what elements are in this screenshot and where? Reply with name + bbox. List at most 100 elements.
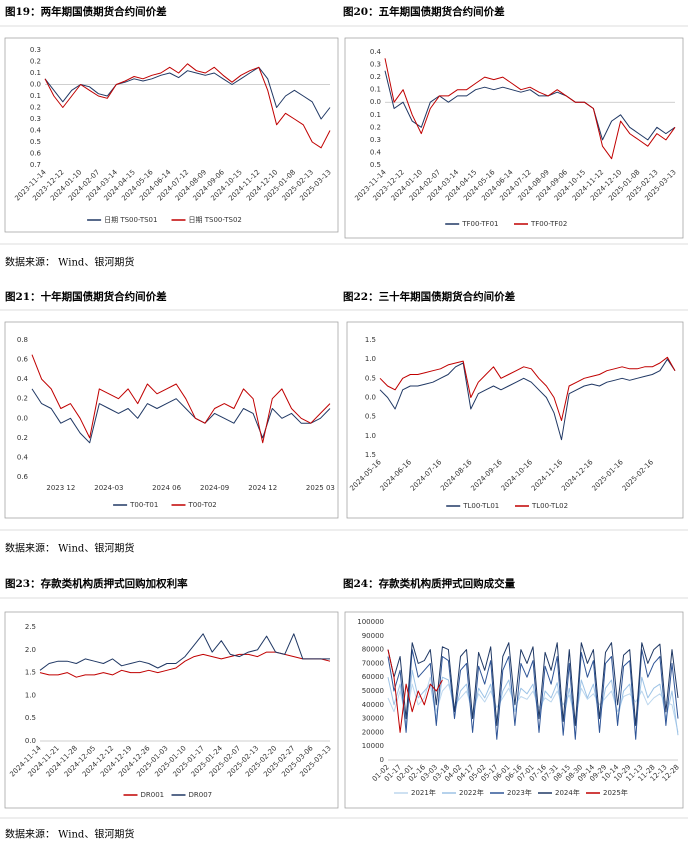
x-tick-label: 2023 12 <box>46 484 75 492</box>
chart-frame <box>4 37 339 233</box>
y-tick-label: 0.1 <box>30 92 41 100</box>
y-tick-label: 0.1 <box>370 111 381 119</box>
y-tick-label: 0.0 <box>30 81 41 89</box>
y-tick-label: 0.2 <box>17 434 28 442</box>
y-tick-label: 30000 <box>362 715 384 723</box>
y-tick-label: 1.0 <box>365 355 376 363</box>
series-line <box>387 669 679 736</box>
source-note: 数据来源： Wind、银河期货 <box>5 828 134 841</box>
y-tick-label: 0.3 <box>370 136 381 144</box>
chart-frame <box>4 611 339 809</box>
legend-label: 日期 TS00-TS02 <box>189 216 242 224</box>
y-tick-label: 0.3 <box>30 115 41 123</box>
x-tick-label: 2024 12 <box>248 484 277 492</box>
legend-label: T00-T02 <box>188 501 217 509</box>
legend-label: 2024年 <box>555 788 580 797</box>
y-tick-label: 1.5 <box>365 451 376 459</box>
x-tick-label: 2024-03 <box>94 484 123 492</box>
chart-frame <box>4 321 339 519</box>
chart-frame <box>344 611 684 809</box>
legend-label: T00-T01 <box>129 501 158 509</box>
series-line <box>379 356 676 421</box>
y-tick-label: 0.5 <box>365 413 376 421</box>
legend-label: 2025年 <box>603 788 628 797</box>
y-tick-label: 0.1 <box>370 86 381 94</box>
series-line <box>384 58 676 160</box>
y-tick-label: 0.4 <box>30 127 42 135</box>
y-tick-label: 70000 <box>362 659 384 667</box>
y-tick-label: 0.5 <box>365 374 376 382</box>
chart-title: 图23：存款类机构质押式回购加权利率 <box>5 577 188 590</box>
y-tick-label: 0.6 <box>30 150 42 158</box>
y-tick-label: 0.0 <box>25 737 36 745</box>
chart-title: 图20：五年期国债期货合约间价差 <box>343 5 505 18</box>
y-tick-label: 40000 <box>362 701 384 709</box>
source-note: 数据来源： Wind、银河期货 <box>5 256 134 269</box>
y-tick-label: 0 <box>380 756 384 764</box>
y-tick-label: 80000 <box>362 646 384 654</box>
legend-label: TF00-TF02 <box>530 220 567 228</box>
y-tick-label: 100000 <box>357 618 384 626</box>
legend-label: 日期 TS00-TS01 <box>104 216 157 224</box>
y-tick-label: 0.4 <box>17 453 29 461</box>
y-tick-label: 1.0 <box>25 691 36 699</box>
legend-label: 2021年 <box>411 788 436 797</box>
series-line <box>387 649 679 740</box>
y-tick-label: 50000 <box>362 687 384 695</box>
y-tick-label: 1.5 <box>25 669 36 677</box>
y-tick-label: 0.6 <box>17 356 29 364</box>
y-tick-label: 0.7 <box>30 161 41 169</box>
x-tick-label: 2024-09 <box>200 484 229 492</box>
series-line <box>379 358 676 441</box>
series-line <box>31 388 331 444</box>
series-line <box>387 676 679 733</box>
series-line <box>387 649 443 733</box>
chart-title: 图19：两年期国债期货合约间价差 <box>5 5 167 18</box>
y-tick-label: 20000 <box>362 728 384 736</box>
legend-label: TF00-TF01 <box>461 220 498 228</box>
y-tick-label: 0.0 <box>370 98 381 106</box>
y-tick-label: 0.2 <box>30 104 41 112</box>
legend-label: 2022年 <box>459 788 484 797</box>
y-tick-label: 0.1 <box>30 69 41 77</box>
y-tick-label: 0.2 <box>30 58 41 66</box>
y-tick-label: 0.0 <box>365 394 376 402</box>
y-tick-label: 0.5 <box>370 161 381 169</box>
y-tick-label: 0.4 <box>370 48 382 56</box>
chart-title: 图22：三十年期国债期货合约间价差 <box>343 290 516 303</box>
y-tick-label: 0.5 <box>25 714 36 722</box>
legend-label: TL00-TL02 <box>531 502 568 510</box>
y-tick-label: 2.0 <box>25 646 36 654</box>
y-tick-label: 90000 <box>362 632 384 640</box>
y-tick-label: 0.4 <box>370 148 382 156</box>
y-tick-label: 0.0 <box>17 414 28 422</box>
y-tick-label: 0.2 <box>370 123 381 131</box>
series-line <box>39 633 330 671</box>
source-note: 数据来源： Wind、银河期货 <box>5 542 134 555</box>
legend-label: DR007 <box>189 791 213 799</box>
y-tick-label: 60000 <box>362 673 384 681</box>
series-line <box>44 66 331 120</box>
series-line <box>44 63 331 149</box>
x-tick-label: 2024 06 <box>152 484 181 492</box>
chart-title: 图24：存款类机构质押式回购成交量 <box>343 577 516 590</box>
y-tick-label: 2.5 <box>25 623 36 631</box>
y-tick-label: 0.2 <box>370 73 381 81</box>
chart-frame <box>344 37 684 239</box>
x-tick-label: 2025 03 <box>306 484 335 492</box>
y-tick-label: 0.8 <box>17 336 28 344</box>
series-line <box>31 354 331 444</box>
y-tick-label: 10000 <box>362 742 384 750</box>
series-line <box>387 642 679 726</box>
y-tick-label: 0.6 <box>17 473 29 481</box>
y-tick-label: 0.3 <box>30 46 41 54</box>
chart-title: 图21：十年期国债期货合约间价差 <box>5 290 167 303</box>
series-line <box>384 70 676 141</box>
y-tick-label: 0.4 <box>17 375 29 383</box>
legend-label: 2023年 <box>507 788 532 797</box>
legend-label: DR001 <box>141 791 165 799</box>
y-tick-label: 1.0 <box>365 432 376 440</box>
legend-label: TL00-TL01 <box>462 502 499 510</box>
